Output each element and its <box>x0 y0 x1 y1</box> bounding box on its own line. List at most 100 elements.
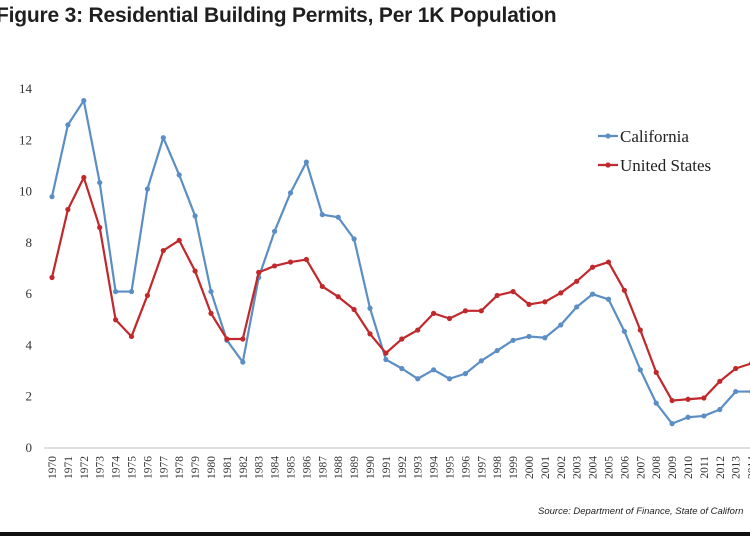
data-point <box>701 395 707 401</box>
data-point <box>303 256 309 263</box>
data-point <box>176 237 182 243</box>
data-point <box>240 359 246 365</box>
data-point <box>319 283 325 290</box>
x-tick-label: 1974 <box>111 456 123 479</box>
data-point <box>367 331 373 337</box>
y-tick-label: 4 <box>26 337 33 352</box>
data-point <box>542 299 548 305</box>
legend-label: United States <box>620 156 711 175</box>
x-tick-label: 2005 <box>604 456 616 479</box>
data-point <box>113 317 119 323</box>
data-point <box>49 194 55 200</box>
data-point <box>478 308 484 314</box>
legend: California United States <box>598 127 711 175</box>
data-point <box>494 292 500 299</box>
data-point <box>669 421 675 427</box>
x-tick-label: 1995 <box>445 456 457 479</box>
x-tick-label: 2009 <box>667 456 679 479</box>
x-tick-label: 2012 <box>715 456 727 479</box>
x-tick-label: 1999 <box>508 456 520 479</box>
x-tick-label: 1991 <box>381 456 393 479</box>
data-point <box>383 356 389 363</box>
data-point <box>144 186 150 192</box>
data-point <box>446 376 453 382</box>
x-tick-label: 1992 <box>397 456 409 479</box>
data-point <box>605 259 612 265</box>
data-point <box>558 322 564 328</box>
x-tick-label: 1989 <box>349 456 361 479</box>
data-point <box>192 268 198 274</box>
data-point <box>335 294 341 300</box>
data-point <box>733 365 739 372</box>
data-point <box>192 213 198 219</box>
data-point <box>367 305 373 311</box>
data-point <box>415 376 421 382</box>
data-point <box>287 190 294 196</box>
x-tick-label: 2000 <box>524 456 536 479</box>
x-tick-label: 1994 <box>429 456 441 479</box>
data-point <box>351 236 357 242</box>
data-point <box>526 301 532 307</box>
data-point <box>144 292 150 299</box>
data-point <box>653 369 659 375</box>
data-point <box>574 278 580 284</box>
data-point <box>49 274 55 281</box>
x-tick-label: 1976 <box>142 456 154 479</box>
data-point <box>462 308 468 314</box>
source-note: Source: Department of Finance, State of … <box>538 506 744 517</box>
data-point <box>462 371 468 377</box>
legend-swatch-marker <box>605 133 611 139</box>
data-point <box>128 333 135 340</box>
x-tick-label: 1977 <box>158 456 170 479</box>
data-point <box>65 206 71 213</box>
data-point <box>176 172 182 178</box>
data-point <box>128 288 135 295</box>
x-tick-label: 1993 <box>413 456 425 479</box>
data-point <box>319 212 325 218</box>
y-tick-label: 12 <box>19 132 32 147</box>
data-point <box>224 336 230 342</box>
data-point <box>685 414 691 420</box>
x-tick-label: 1984 <box>270 456 282 479</box>
legend-swatch-marker <box>605 162 611 168</box>
x-tick-label: 1972 <box>79 456 91 479</box>
data-point <box>574 304 580 310</box>
data-point <box>701 413 707 419</box>
series-line-0 <box>50 99 750 425</box>
data-point <box>685 396 691 402</box>
legend-label: California <box>620 127 689 146</box>
x-axis-ticks: 1970 1971 1972 1973 1974 1975 1976 1977 1978 1979… <box>47 456 750 479</box>
data-point <box>399 365 405 372</box>
data-point <box>383 350 389 356</box>
data-point <box>256 269 262 275</box>
x-tick-label: 1983 <box>254 456 266 479</box>
x-tick-label: 2011 <box>699 456 711 479</box>
data-point <box>287 259 294 265</box>
data-point <box>733 388 739 395</box>
data-point <box>351 306 357 313</box>
y-tick-label: 6 <box>26 286 33 301</box>
x-tick-label: 1970 <box>47 456 59 479</box>
data-point <box>160 135 166 141</box>
x-tick-label: 1990 <box>365 456 377 479</box>
data-point <box>669 397 675 404</box>
y-tick-label: 0 <box>26 440 33 455</box>
data-point <box>526 333 532 340</box>
x-tick-label: 2001 <box>540 456 552 479</box>
data-point <box>160 247 166 254</box>
data-point <box>208 288 214 295</box>
data-point <box>478 358 484 364</box>
data-point <box>81 97 87 104</box>
bottom-border <box>0 532 750 536</box>
x-tick-label: 2010 <box>683 456 695 479</box>
data-point <box>415 327 421 333</box>
y-tick-label: 2 <box>26 389 33 404</box>
y-axis-ticks: 0 2 4 6 8 10 12 14 <box>19 81 33 455</box>
x-tick-label: 1988 <box>333 456 345 479</box>
x-tick-label: 1997 <box>476 456 488 479</box>
data-point <box>335 214 341 220</box>
data-point <box>653 400 659 406</box>
x-tick-label: 2002 <box>556 456 568 479</box>
data-point <box>97 179 103 186</box>
series-layer <box>49 97 750 427</box>
